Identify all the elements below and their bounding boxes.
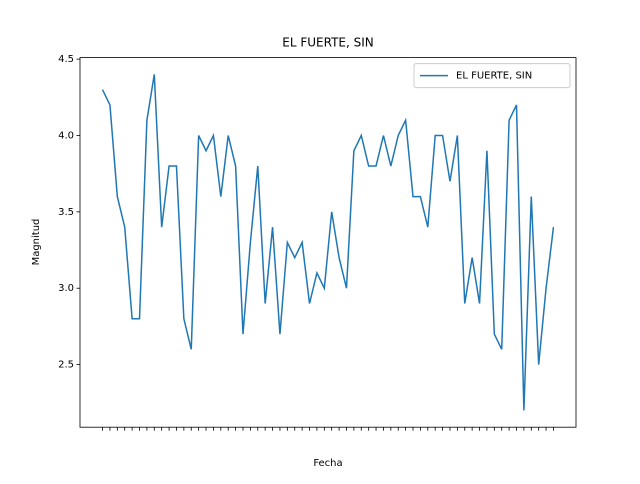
- line-series: [101, 74, 555, 411]
- chart-title: EL FUERTE, SIN: [282, 36, 374, 50]
- y-axis-label: Magnitud: [31, 219, 42, 266]
- legend-box: [413, 63, 571, 89]
- y-tick-label: 3.5: [58, 207, 74, 218]
- x-axis-label: Fecha: [313, 458, 342, 469]
- y-tick-label: 2.5: [58, 360, 74, 371]
- y-tick-label: 4.5: [58, 54, 74, 65]
- plot-frame: [79, 57, 577, 428]
- y-tick-label: 3.0: [58, 283, 74, 294]
- legend-label: EL FUERTE, SIN: [456, 71, 532, 82]
- y-tick-label: 4.0: [58, 130, 74, 141]
